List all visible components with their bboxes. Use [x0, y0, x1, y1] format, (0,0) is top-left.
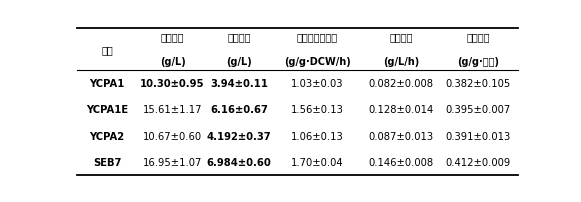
Text: 0.146±0.008: 0.146±0.008: [368, 157, 434, 167]
Text: 乙醇收率: 乙醇收率: [467, 32, 490, 42]
Text: (g/L/h): (g/L/h): [383, 57, 419, 67]
Text: 0.391±0.013: 0.391±0.013: [446, 131, 511, 141]
Text: 15.61±1.17: 15.61±1.17: [143, 105, 202, 115]
Text: 0.395±0.007: 0.395±0.007: [446, 105, 511, 115]
Text: 菌株: 菌株: [101, 45, 113, 55]
Text: 6.16±0.67: 6.16±0.67: [210, 105, 268, 115]
Text: 0.082±0.008: 0.082±0.008: [369, 79, 433, 89]
Text: 乙醇生成: 乙醇生成: [227, 32, 251, 42]
Text: YCPA1: YCPA1: [89, 79, 125, 89]
Text: 0.382±0.105: 0.382±0.105: [446, 79, 511, 89]
Text: YCPA2: YCPA2: [89, 131, 124, 141]
Text: 0.412±0.009: 0.412±0.009: [446, 157, 511, 167]
Text: 6.984±0.60: 6.984±0.60: [207, 157, 271, 167]
Text: (g/g·木糖): (g/g·木糖): [457, 57, 499, 67]
Text: 木糖比消耗速率: 木糖比消耗速率: [297, 32, 338, 42]
Text: 乙醇产率: 乙醇产率: [389, 32, 413, 42]
Text: 1.70±0.04: 1.70±0.04: [291, 157, 343, 167]
Text: 1.06±0.13: 1.06±0.13: [291, 131, 344, 141]
Text: 木糖消耗: 木糖消耗: [161, 32, 184, 42]
Text: 10.30±0.95: 10.30±0.95: [140, 79, 205, 89]
Text: 3.94±0.11: 3.94±0.11: [210, 79, 268, 89]
Text: 0.128±0.014: 0.128±0.014: [368, 105, 434, 115]
Text: 1.56±0.13: 1.56±0.13: [291, 105, 344, 115]
Text: (g/L): (g/L): [160, 57, 185, 67]
Text: (g/g·DCW/h): (g/g·DCW/h): [284, 57, 351, 67]
Text: 10.67±0.60: 10.67±0.60: [143, 131, 202, 141]
Text: (g/L): (g/L): [226, 57, 252, 67]
Text: 16.95±1.07: 16.95±1.07: [143, 157, 202, 167]
Text: 0.087±0.013: 0.087±0.013: [368, 131, 434, 141]
Text: YCPA1E: YCPA1E: [86, 105, 128, 115]
Text: 1.03±0.03: 1.03±0.03: [291, 79, 343, 89]
Text: 4.192±0.37: 4.192±0.37: [207, 131, 271, 141]
Text: SEB7: SEB7: [93, 157, 121, 167]
